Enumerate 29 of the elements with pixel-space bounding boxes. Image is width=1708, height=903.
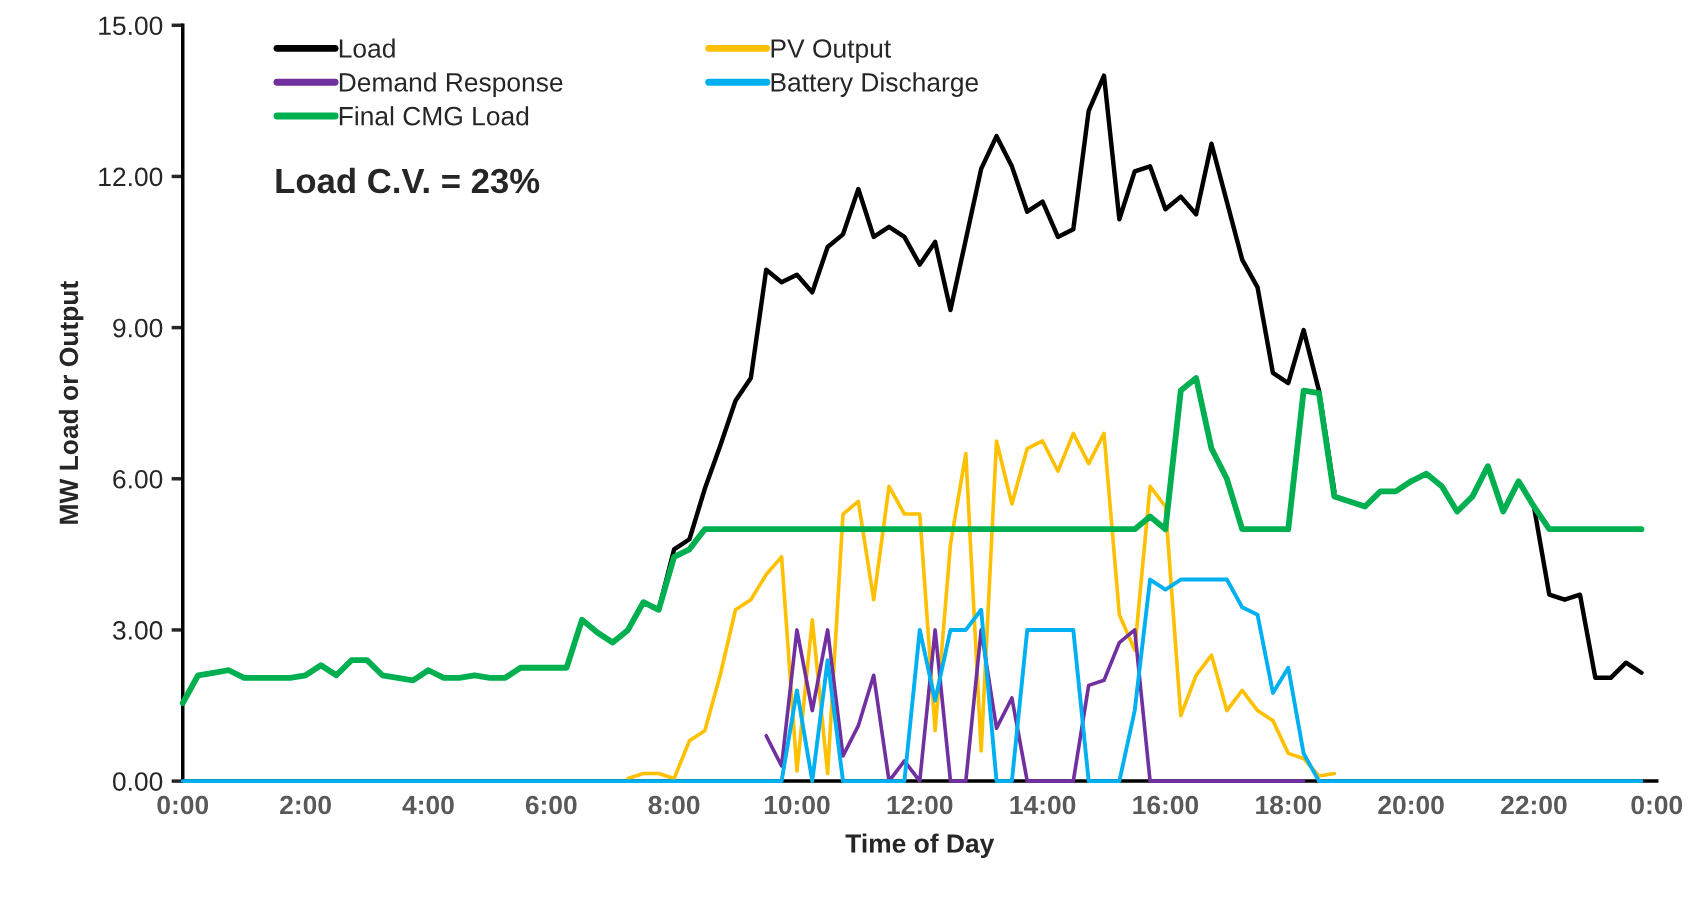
x-tick-label: 20:00 <box>1378 795 1444 815</box>
y-tick-label: 6.00 <box>113 469 163 489</box>
x-tick-label: 8:00 <box>648 795 700 815</box>
legend-label: Battery Discharge <box>771 72 978 97</box>
y-tick-label: 15.00 <box>99 16 163 36</box>
x-tick-label: 4:00 <box>402 795 454 815</box>
y-tick-label: 9.00 <box>113 318 163 338</box>
y-tick-label: 0.00 <box>112 772 163 791</box>
line-series <box>180 577 1644 784</box>
x-tick-label: 12:00 <box>887 795 953 815</box>
x-tick-label: 0:00 <box>157 795 209 815</box>
x-axis-title: Time of Day <box>845 833 995 859</box>
x-tick-label: 14:00 <box>1010 795 1076 815</box>
y-tick-label: 12.00 <box>99 167 163 187</box>
legend-label: Demand Response <box>339 72 563 97</box>
x-tick-label: 18:00 <box>1256 795 1321 815</box>
x-tick-label: 22:00 <box>1501 795 1567 815</box>
y-tick-label: 3.00 <box>112 621 163 640</box>
y-axis-title: MW Load or Output <box>58 281 84 524</box>
x-tick-label: 16:00 <box>1133 795 1199 815</box>
legend-label: PV Output <box>771 39 891 64</box>
x-tick-label: 2:00 <box>280 795 331 815</box>
x-tick-label: 0:00 <box>1631 795 1683 815</box>
x-tick-label: 6:00 <box>525 795 577 815</box>
legend-label: Final CMG Load <box>339 106 529 126</box>
legend-label: Load <box>339 38 395 58</box>
x-tick-label: 10:00 <box>764 795 830 815</box>
annotation: Load C.V. = 23% <box>276 167 540 194</box>
line-series <box>764 628 1306 783</box>
